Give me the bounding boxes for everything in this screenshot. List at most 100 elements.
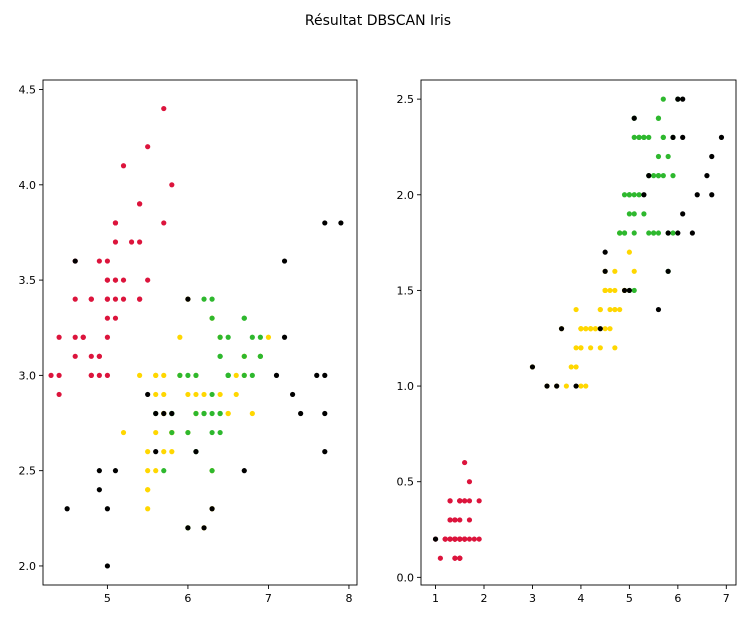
panel2-point-s1-23 <box>617 306 623 313</box>
panel2-point-s2-34 <box>646 134 652 140</box>
panel2-point-s0-42 <box>452 517 458 523</box>
panel1-point-s0-28 <box>120 296 127 302</box>
panel1-point-s0-34 <box>96 353 102 359</box>
panel2-point-s1-4 <box>607 287 613 294</box>
panel1-point-s0-24 <box>88 296 94 302</box>
panel1-point-s0-47 <box>128 239 135 245</box>
panel1-point-s3-15 <box>241 468 247 474</box>
panel1-xtick-label-0: 5 <box>104 592 111 605</box>
panel1-point-s0-48 <box>104 315 111 321</box>
panel2-xtick-label-2: 3 <box>529 592 536 605</box>
panel2-point-s3-19 <box>680 134 686 140</box>
panel2-point-s0-12 <box>437 555 443 561</box>
panel1-point-s2-35 <box>201 410 207 417</box>
panel2-point-s0-19 <box>466 536 473 542</box>
panel1-point-s0-10 <box>137 239 143 245</box>
panel2-point-s2-35 <box>631 230 637 236</box>
panel2-point-s2-27 <box>655 115 662 121</box>
panel1-point-s3-24 <box>322 410 328 417</box>
panel1-point-s2-6 <box>161 468 167 474</box>
panel1-point-s1-27 <box>145 487 151 493</box>
panel2-point-s2-7 <box>651 173 657 179</box>
panel2-point-s0-49 <box>462 498 468 504</box>
panel1-point-s3-10 <box>185 296 191 302</box>
panel1-point-s3-14 <box>209 506 215 512</box>
panel2-point-s3-22 <box>704 173 710 179</box>
panel2-point-s1-28 <box>563 383 569 389</box>
panel1-point-s2-36 <box>185 429 191 436</box>
panel1-point-s0-41 <box>56 334 62 340</box>
panel1-point-s1-15 <box>153 468 159 474</box>
panel2-point-s1-44 <box>592 326 599 332</box>
panel2-point-s3-7 <box>602 249 608 255</box>
panel1-point-s2-25 <box>225 334 231 340</box>
panel2-point-s3-13 <box>665 268 671 274</box>
panel1-point-s1-30 <box>137 372 143 378</box>
panel1-point-s3-4 <box>104 506 111 512</box>
panel1-point-s0-17 <box>112 277 119 283</box>
panel1-point-s2-17 <box>201 296 207 302</box>
panel1-point-s3-17 <box>281 258 288 264</box>
panel2-xtick-label-6: 7 <box>723 592 730 605</box>
panel1-point-s0-39 <box>112 296 119 302</box>
panel2-frame <box>420 79 737 586</box>
panel2-point-s2-41 <box>660 134 666 140</box>
panel1-point-s0-36 <box>145 277 151 283</box>
panel2-point-s1-43 <box>588 326 594 332</box>
panel1-point-s2-22 <box>257 334 263 340</box>
panel2-ytick-label-1: 0.5 <box>397 476 415 489</box>
panel2-point-s2-6 <box>641 211 647 217</box>
panel2-point-s2-37 <box>641 134 647 140</box>
panel2-point-s1-29 <box>573 345 579 351</box>
panel1-point-s0-23 <box>112 315 119 321</box>
panel2-point-s2-1 <box>631 211 637 217</box>
panel2-point-s3-12 <box>655 306 662 313</box>
panel2-point-s3-11 <box>631 115 637 121</box>
panel2-point-s2-30 <box>660 96 666 102</box>
panel1-point-s1-22 <box>249 410 255 417</box>
panel1-point-s2-24 <box>249 334 255 340</box>
panel2-point-s0-50 <box>452 555 458 561</box>
panel1-point-s3-13 <box>201 525 207 531</box>
panel1-point-s1-25 <box>161 449 167 455</box>
panel1-point-s0-46 <box>72 334 78 340</box>
panel2-point-s2-43 <box>636 134 642 140</box>
panel2-point-s3-8 <box>602 268 608 274</box>
panel2-point-s2-5 <box>631 192 637 198</box>
panel1-point-s0-32 <box>120 163 127 169</box>
panel2-point-s3-0 <box>432 536 439 542</box>
panel1-point-s3-23 <box>322 449 328 455</box>
panel1-point-s0-1 <box>96 372 102 378</box>
panel1-point-s2-0 <box>209 315 215 321</box>
panel2-point-s1-33 <box>612 287 618 294</box>
panel1-point-s1-42 <box>201 391 207 398</box>
panel1-point-s3-16 <box>273 372 280 378</box>
panel2-point-s0-45 <box>457 536 463 542</box>
panel1-ytick-label-5: 4.5 <box>19 84 37 97</box>
panel1-yticks: 2.0 2.5 3.0 3.5 4.0 4.5 <box>19 84 43 573</box>
panel1-point-s2-1 <box>169 429 175 436</box>
panel1-ytick-label-1: 2.5 <box>19 465 37 478</box>
panel2-point-s3-28 <box>646 173 652 179</box>
panel1-points <box>48 105 344 569</box>
panel2-point-s3-3 <box>554 383 560 389</box>
panel1-point-s0-42 <box>104 277 111 283</box>
panel2-point-s2-36 <box>626 192 632 198</box>
panel1-point-s3-8 <box>161 410 167 417</box>
panel2-point-s3-16 <box>675 96 681 102</box>
panel2-point-s1-47 <box>607 326 613 332</box>
panel2-point-s3-17 <box>680 96 686 102</box>
panel2-point-s0-23 <box>476 536 482 542</box>
panel1-xtick-label-2: 7 <box>265 592 272 605</box>
figure-title: Résultat DBSCAN Iris <box>305 13 451 29</box>
panel1-point-s0-44 <box>88 372 94 378</box>
panel1-point-s1-21 <box>233 372 239 378</box>
panel1-xticks: 5 6 7 8 <box>104 585 352 605</box>
panel1-ytick-label-4: 4.0 <box>19 179 37 192</box>
panel2-point-s2-18 <box>621 230 628 236</box>
panel1-point-s1-1 <box>145 506 151 512</box>
panel1-point-s0-45 <box>112 220 119 226</box>
panel2-point-s3-10 <box>626 287 632 294</box>
panel2-ytick-label-3: 1.5 <box>397 284 415 297</box>
panel1-point-s0-16 <box>137 201 143 207</box>
